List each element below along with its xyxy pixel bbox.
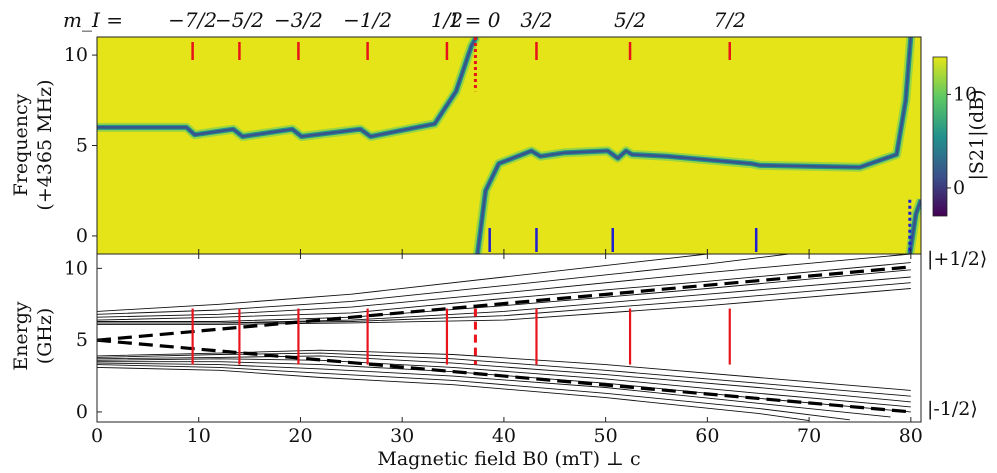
upper-level-line <box>97 282 911 324</box>
x-tick-label: 30 <box>390 425 414 447</box>
bottom-y-ticks: 0 5 10 <box>64 257 102 423</box>
bottom-y-tick-label: 0 <box>76 401 88 423</box>
upper-level-line <box>97 269 911 322</box>
colorbar: 0 10 |S21|(dB) <box>932 56 988 217</box>
energy-background <box>97 254 921 422</box>
resonance-core <box>97 37 478 138</box>
energy-frame <box>96 253 922 423</box>
x-tick-label: 40 <box>492 425 516 447</box>
colorbar-ticks: 0 10 <box>947 83 977 199</box>
bottom-ylabel-line2: (GHz) <box>34 308 56 365</box>
bottom-y-tick-label: 5 <box>76 329 88 351</box>
mi-label: −3/2 <box>274 8 323 32</box>
lower-level-line <box>97 355 911 403</box>
resonance-right-core <box>476 37 913 254</box>
top-y-ticks: 0 5 10 <box>64 44 912 254</box>
x-tick-label: 10 <box>187 425 211 447</box>
mi-prefix: m_I = <box>63 8 123 32</box>
bottom-y-tick-label: 10 <box>64 257 88 279</box>
x-tick-label: 0 <box>91 425 103 447</box>
upper-level-line <box>97 288 911 325</box>
top-ylabel-line1: Frequency <box>10 93 32 196</box>
transition-lines <box>191 308 731 365</box>
mi-label-row: m_I = −7/2−5/2 −3/2 −1/2 1/2I = 0 3/2 5/2 7/2 <box>63 8 746 32</box>
top-y-tick-label: 0 <box>76 225 88 247</box>
mi-label: −7/2 <box>168 8 217 32</box>
lower-level-line <box>97 358 911 408</box>
top-ylabel-line2: (+4365 MHz) <box>34 79 56 210</box>
upper-level-line <box>97 262 911 321</box>
lower-level-line <box>97 362 891 418</box>
heatmap-background <box>97 37 921 254</box>
colorbar-tick-label: 0 <box>953 177 965 199</box>
bottom-ylabel-line1: Energy <box>10 301 32 371</box>
energy-levels <box>97 254 911 422</box>
mi-label: −1/2 <box>343 8 392 32</box>
state-label-upper: |+1/2⟩ <box>927 248 987 270</box>
heatmap-panel: 0 5 10 Frequency (+4365 MHz) <box>10 36 922 255</box>
x-tick-label: 50 <box>594 425 618 447</box>
colorbar-label: |S21|(dB) <box>966 90 988 181</box>
lower-level-line <box>97 364 850 421</box>
resonance-tail-core <box>908 199 921 254</box>
upper-level-line <box>97 254 789 315</box>
lower-level-line <box>97 352 911 397</box>
lower-level-line <box>97 366 810 422</box>
state-label-lower: |-1/2⟩ <box>927 398 978 420</box>
top-y-tick-label: 5 <box>76 135 88 157</box>
upper-level-line <box>97 254 708 312</box>
mi-labels: −7/2−5/2 −3/2 −1/2 1/2I = 0 3/2 5/2 7/2 <box>168 8 746 32</box>
upper-dashed-line <box>97 265 911 342</box>
top-y-tick-label: 10 <box>64 44 88 66</box>
colorbar-tick-label: 10 <box>953 83 977 105</box>
mi-label: 1/2 <box>431 8 463 32</box>
mi-label: 7/2 <box>714 8 746 32</box>
mi-label: 5/2 <box>614 8 646 32</box>
lower-level-line <box>97 349 911 391</box>
x-tick-label: 20 <box>288 425 312 447</box>
mi-label: −5/2 <box>215 8 264 32</box>
x-tick-label: 80 <box>899 425 923 447</box>
lower-dashed-line <box>97 338 911 414</box>
mi-label: 3/2 <box>520 8 552 32</box>
upper-level-line <box>97 254 911 318</box>
x-axis-label: Magnetic field B0 (mT) ⊥ c <box>377 448 640 470</box>
top-markers <box>191 37 912 254</box>
x-tick-label: 60 <box>695 425 719 447</box>
x-ticks: 0 10 20 30 40 50 60 70 80 <box>91 254 923 447</box>
heatmap-resonance <box>97 37 921 254</box>
mi-label: I = 0 <box>449 8 500 32</box>
energy-panel: 0 5 10 0 10 20 30 40 50 60 70 80 Energy (GHz) Magn… <box>10 248 987 470</box>
x-tick-label: 70 <box>797 425 821 447</box>
colorbar-gradient <box>932 56 948 217</box>
